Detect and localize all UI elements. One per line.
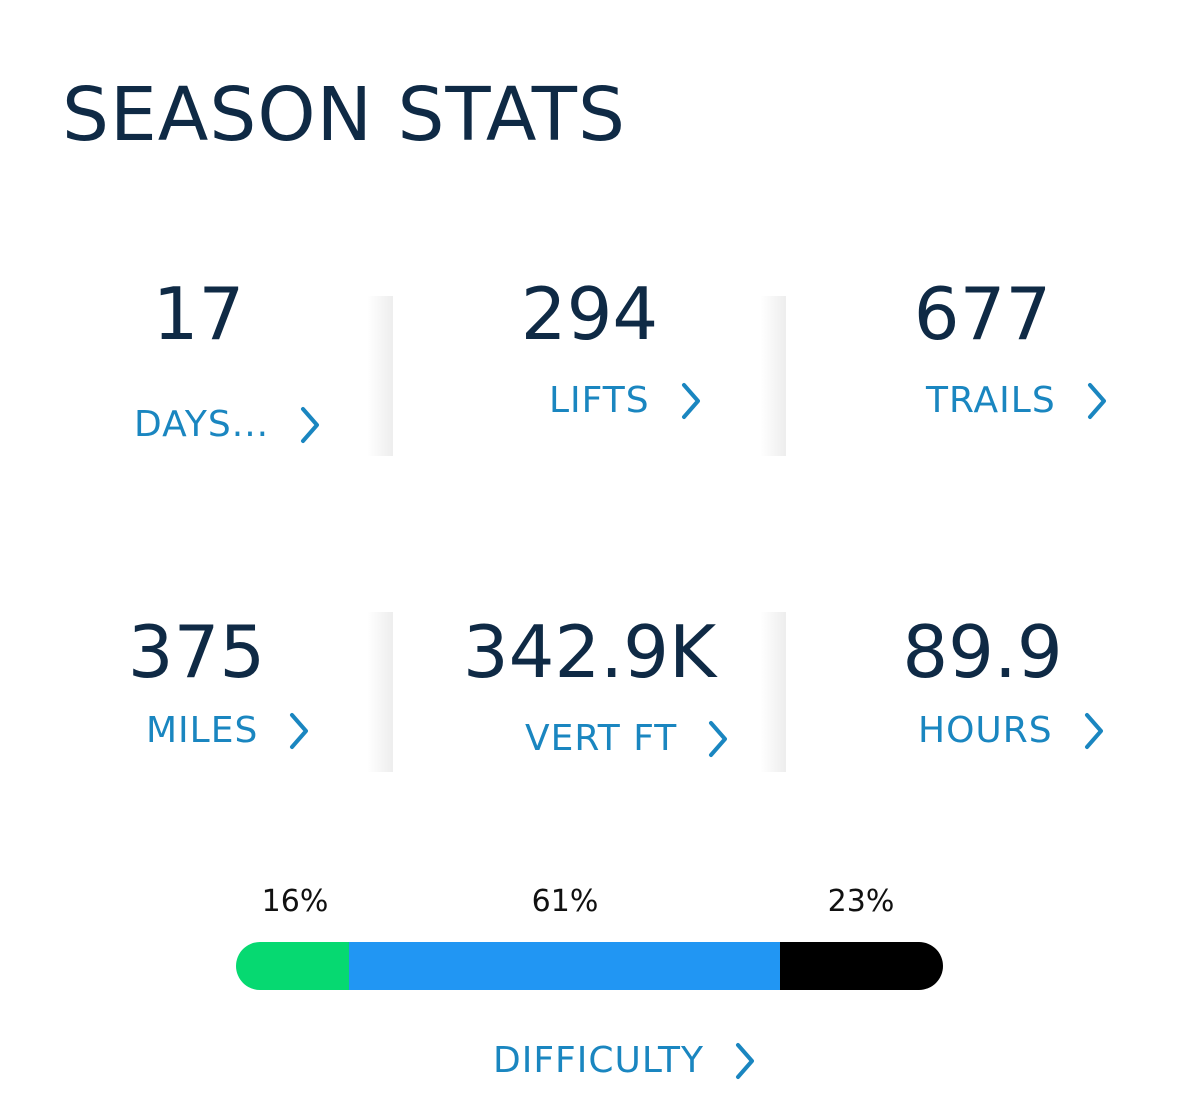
stat-cell-days: 17 DAYS...	[0, 274, 393, 456]
vert-label: VERT FT	[525, 718, 678, 759]
difficulty-pct-black: 23%	[827, 884, 895, 919]
stat-value-lifts: 294	[520, 272, 659, 356]
stat-value-vert: 342.9K	[462, 610, 717, 694]
stat-cell-miles: 375 MILES	[0, 612, 393, 772]
trails-label: TRAILS	[926, 380, 1056, 421]
chevron-right-icon	[705, 719, 733, 759]
days-label: DAYS...	[134, 404, 270, 445]
days-link[interactable]: DAYS...	[134, 404, 325, 445]
difficulty-label: DIFFICULTY	[493, 1040, 704, 1081]
hours-link[interactable]: HOURS	[918, 710, 1109, 751]
vert-link[interactable]: VERT FT	[525, 718, 733, 759]
stat-value-trails: 677	[913, 272, 1052, 356]
stat-cell-lifts: 294 LIFTS	[393, 274, 786, 456]
hours-label: HOURS	[918, 710, 1053, 751]
difficulty-segment-black	[780, 942, 943, 990]
page-title: SEASON STATS	[62, 72, 626, 158]
chevron-right-icon	[286, 711, 314, 751]
difficulty-pct-green: 16%	[261, 884, 329, 919]
stat-value-hours: 89.9	[902, 610, 1063, 694]
lifts-link[interactable]: LIFTS	[549, 380, 706, 421]
trails-link[interactable]: TRAILS	[926, 380, 1112, 421]
stat-value-miles: 375	[127, 610, 266, 694]
chevron-right-icon	[297, 405, 325, 445]
difficulty-link[interactable]: DIFFICULTY	[493, 1040, 760, 1081]
chevron-right-icon	[1084, 381, 1112, 421]
stat-cell-vert: 342.9K VERT FT	[393, 612, 786, 772]
chevron-right-icon	[678, 381, 706, 421]
difficulty-bar	[236, 942, 943, 990]
lifts-label: LIFTS	[549, 380, 650, 421]
stat-cell-hours: 89.9 HOURS	[786, 612, 1179, 772]
stat-value-days: 17	[152, 272, 245, 356]
difficulty-segment-blue	[349, 942, 781, 990]
difficulty-segment-green	[236, 942, 350, 990]
chevron-right-icon	[732, 1041, 760, 1081]
miles-label: MILES	[146, 710, 259, 751]
miles-link[interactable]: MILES	[146, 710, 314, 751]
stat-cell-trails: 677 TRAILS	[786, 274, 1179, 456]
difficulty-pct-blue: 61%	[531, 884, 599, 919]
chevron-right-icon	[1081, 711, 1109, 751]
